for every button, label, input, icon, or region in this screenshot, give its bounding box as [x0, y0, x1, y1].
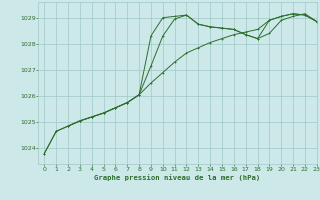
- X-axis label: Graphe pression niveau de la mer (hPa): Graphe pression niveau de la mer (hPa): [94, 174, 261, 181]
